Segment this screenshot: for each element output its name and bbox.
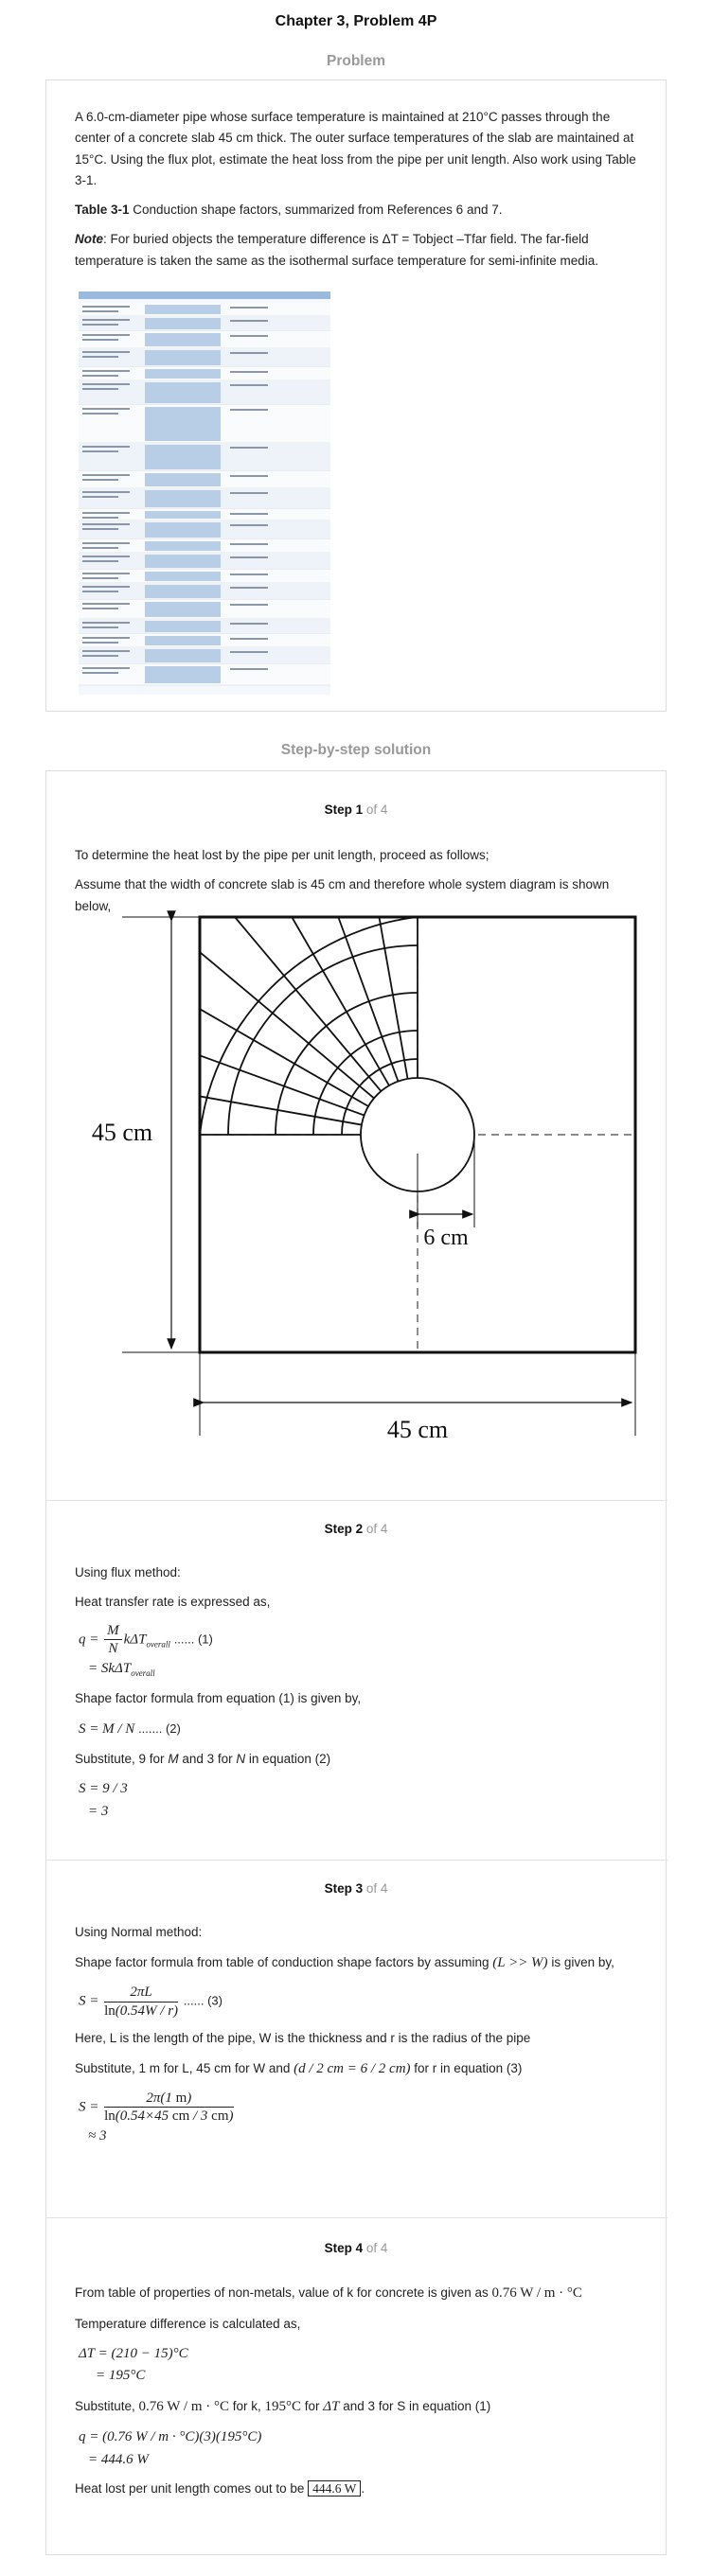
flux-line xyxy=(199,1008,369,1107)
isotherm-arc xyxy=(199,916,418,1136)
flux-line xyxy=(378,916,409,1080)
step-4-title: Step 4 xyxy=(324,2241,364,2255)
table-caption: Table 3-1 Conduction shape factors, summ… xyxy=(75,200,637,221)
step-2-text-2: Heat transfer rate is expressed as, xyxy=(75,1595,271,1610)
problem-statement: A 6.0-cm-diameter pipe whose surface tem… xyxy=(75,110,636,187)
flux-line xyxy=(199,951,375,1100)
step-3-text-4: Substitute, 1 m for L, 45 cm for W and (… xyxy=(75,2060,523,2076)
isotherm-arc xyxy=(341,1058,418,1136)
table-caption-text: Conduction shape factors, summarized fro… xyxy=(129,203,503,218)
equation-1-tag: ...... (1) xyxy=(173,1632,213,1647)
flux-line xyxy=(234,916,383,1092)
problem-heading: Problem xyxy=(326,53,385,69)
step-3-text-2: Shape factor formula from table of condu… xyxy=(75,1955,614,1971)
equation-2-expr: S = M / N xyxy=(79,1721,135,1738)
solution-heading: Step-by-step solution xyxy=(280,742,432,758)
flux-line xyxy=(199,1095,363,1126)
flux-line xyxy=(199,1054,365,1117)
step-4-text-3: Substitute, 0.76 W / m · °C for k, 195°C… xyxy=(75,2398,491,2414)
delta-t-equation: ΔT = (210 − 15)°C = 195°C xyxy=(79,2346,188,2384)
isotherm-arc xyxy=(275,992,418,1136)
height-label: 45 cm xyxy=(92,1119,152,1146)
flux-lines xyxy=(199,916,418,1136)
step-3-result: ≈ 3 xyxy=(88,2128,107,2144)
isotherm-arc xyxy=(227,944,418,1136)
step-2-text-4: Substitute, 9 for M and 3 for N in equat… xyxy=(75,1751,331,1766)
step-2-text-1: Using flux method: xyxy=(75,1565,181,1579)
step-1-header: Step 1 of 4 xyxy=(46,800,666,820)
step-4-text-1: From table of properties of non-metals, … xyxy=(75,2285,582,2301)
page-title: Chapter 3, Problem 4P xyxy=(275,13,437,29)
step-1-title: Step 1 xyxy=(324,803,364,817)
equation-3-result: S = 2π(1 m) ln(0.54×45 cm / 3 cm) ≈ 3 xyxy=(79,2090,637,2148)
answer-box: 444.6 W xyxy=(308,2479,362,2497)
table-note: Note: For buried objects the temperature… xyxy=(75,229,637,272)
step-3-header: Step 3 of 4 xyxy=(46,1879,666,1899)
shape-factor-table-image xyxy=(79,291,330,695)
flux-line xyxy=(291,916,390,1086)
equation-2: S = M / N ....... (2) xyxy=(79,1718,637,1741)
radius-label: 6 cm xyxy=(423,1226,469,1250)
equation-2-tag: ....... (2) xyxy=(138,1721,181,1737)
step-4-header: Step 4 of 4 xyxy=(46,2238,666,2259)
step-2-header: Step 2 of 4 xyxy=(46,1519,666,1540)
flux-plot-diagram: 6 cm 45 cm 45 cm xyxy=(84,910,637,1443)
note-text: : For buried objects the temperature dif… xyxy=(75,232,598,268)
step-1-text-1: To determine the heat lost by the pipe p… xyxy=(75,848,490,862)
step-2-title: Step 2 xyxy=(324,1522,364,1536)
note-label: Note xyxy=(75,232,103,247)
step-4-count: of 4 xyxy=(363,2241,388,2255)
step-3-text-1: Using Normal method: xyxy=(75,1925,203,1939)
final-answer: Heat lost per unit length comes out to b… xyxy=(75,2479,365,2497)
step-3-text-3: Here, L is the length of the pipe, W is … xyxy=(75,2030,531,2045)
heat-loss-equation: q = (0.76 W / m · °C)(3)(195°C) = 444.6 … xyxy=(79,2429,262,2467)
step-2-count: of 4 xyxy=(363,1522,388,1536)
step-2-text-3: Shape factor formula from equation (1) i… xyxy=(75,1690,362,1705)
equation-3-tag: ...... (3) xyxy=(183,1993,222,2008)
step-4-text-2: Temperature difference is calculated as, xyxy=(75,2316,301,2331)
step-3-count: of 4 xyxy=(363,1881,388,1896)
equation-2-result: S = 9 / 3 = 3 xyxy=(79,1781,128,1819)
step-1-text-2: Assume that the width of concrete slab i… xyxy=(75,877,610,913)
step-1-count: of 4 xyxy=(363,803,388,817)
solution-card: Step 1 of 4 To determine the heat lost b… xyxy=(45,770,668,2555)
width-label: 45 cm xyxy=(387,1416,448,1443)
equation-3: S = 2πL ln(0.54W / r) ...... (3) xyxy=(79,1985,222,2019)
flux-line xyxy=(337,916,400,1082)
step-3-title: Step 3 xyxy=(324,1881,364,1896)
isotherm-arc xyxy=(312,1030,418,1136)
problem-card: A 6.0-cm-diameter pipe whose surface tem… xyxy=(45,79,667,712)
table-label: Table 3-1 xyxy=(75,203,130,218)
